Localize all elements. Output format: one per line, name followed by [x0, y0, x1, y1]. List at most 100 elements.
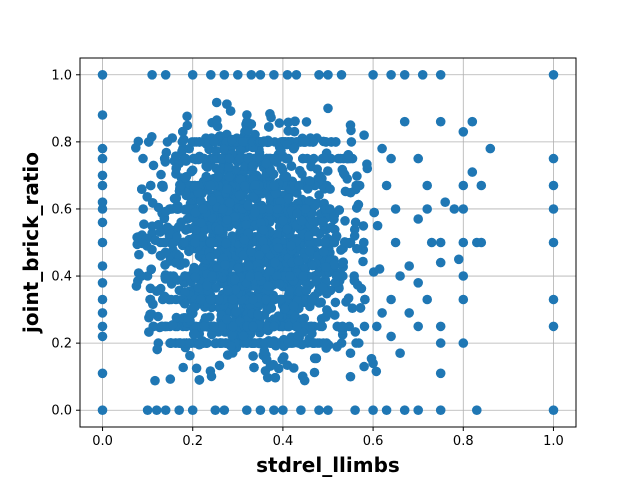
data-point: [171, 258, 181, 268]
data-point: [273, 363, 284, 374]
data-point: [145, 309, 155, 320]
x-axis-label: stdrel_llimbs: [256, 453, 400, 477]
data-point: [355, 303, 366, 313]
data-point: [304, 176, 315, 186]
data-point: [211, 338, 221, 348]
data-point: [180, 298, 190, 309]
data-point: [312, 164, 323, 174]
data-point: [309, 367, 320, 378]
data-point: [345, 348, 356, 359]
data-point: [413, 405, 424, 416]
data-point: [165, 338, 176, 348]
data-point: [197, 232, 208, 242]
data-point: [325, 204, 335, 214]
data-point: [224, 197, 235, 208]
data-point: [261, 158, 272, 169]
data-point: [435, 338, 446, 348]
x-tick-label: 0.8: [453, 434, 474, 449]
data-point: [309, 338, 320, 348]
data-point: [252, 309, 263, 320]
data-point: [227, 134, 237, 145]
data-point: [221, 314, 232, 325]
data-point: [417, 70, 428, 80]
data-point: [485, 143, 496, 154]
x-tick-label: 0.4: [273, 434, 294, 449]
x-tick-label: 0.0: [92, 434, 113, 449]
data-point: [458, 204, 469, 214]
data-point: [296, 405, 306, 416]
data-point: [303, 184, 313, 194]
data-point: [390, 204, 401, 214]
data-point: [172, 231, 182, 242]
data-point: [219, 405, 230, 416]
data-point: [292, 321, 302, 332]
axis-ticks: 0.0 0.2 0.4 0.6 0.8 1.0 0.0 0.2 0.4 0.6 0.8 1.0: [51, 68, 563, 449]
data-point: [307, 294, 317, 305]
data-point: [200, 313, 211, 323]
data-point: [97, 278, 108, 288]
data-point: [224, 153, 235, 164]
data-point: [142, 405, 153, 416]
data-point: [97, 368, 108, 379]
data-point: [195, 218, 206, 228]
data-point: [97, 204, 108, 214]
data-point: [346, 137, 357, 147]
plot-frame: [79, 57, 577, 428]
data-point: [248, 321, 258, 332]
data-point: [261, 354, 272, 365]
data-point: [242, 110, 252, 120]
data-point: [190, 265, 200, 275]
data-point: [269, 153, 279, 164]
data-point: [145, 180, 156, 191]
data-point: [220, 260, 230, 270]
data-point: [190, 180, 200, 191]
data-point: [165, 374, 176, 384]
data-point: [298, 153, 308, 164]
data-point: [97, 321, 108, 332]
data-point: [274, 118, 285, 128]
data-point: [269, 321, 280, 332]
data-point: [315, 321, 326, 332]
data-point: [320, 236, 331, 247]
data-point: [207, 271, 217, 281]
data-point: [314, 298, 325, 308]
data-point: [235, 145, 246, 156]
data-point: [246, 70, 257, 80]
data-point: [131, 143, 141, 153]
data-point: [458, 127, 469, 137]
data-point: [250, 207, 260, 218]
data-point: [308, 137, 319, 147]
data-point: [197, 153, 208, 164]
data-point: [307, 260, 318, 271]
data-point: [359, 130, 369, 140]
data-point: [97, 331, 108, 342]
data-point: [368, 70, 378, 80]
data-point: [269, 180, 280, 191]
data-point: [144, 327, 154, 337]
data-point: [454, 254, 464, 265]
data-point: [228, 294, 239, 305]
data-point: [202, 280, 212, 291]
data-point: [205, 237, 216, 248]
data-point: [395, 271, 405, 281]
data-point: [231, 306, 241, 317]
data-point: [179, 134, 189, 145]
data-point: [255, 405, 266, 416]
data-point: [209, 137, 220, 147]
data-point: [346, 125, 356, 136]
data-point: [97, 170, 108, 181]
data-point: [343, 293, 354, 304]
data-point: [221, 238, 231, 249]
y-tick-label: 0.2: [51, 337, 72, 352]
data-point: [307, 328, 317, 339]
data-point: [97, 294, 108, 305]
data-point: [160, 247, 171, 258]
data-point: [386, 331, 396, 342]
data-point: [180, 204, 190, 215]
data-point: [289, 126, 300, 137]
data-point: [142, 192, 152, 202]
data-point: [276, 146, 286, 156]
data-point: [206, 70, 216, 80]
data-point: [207, 329, 217, 340]
data-point: [160, 206, 171, 217]
